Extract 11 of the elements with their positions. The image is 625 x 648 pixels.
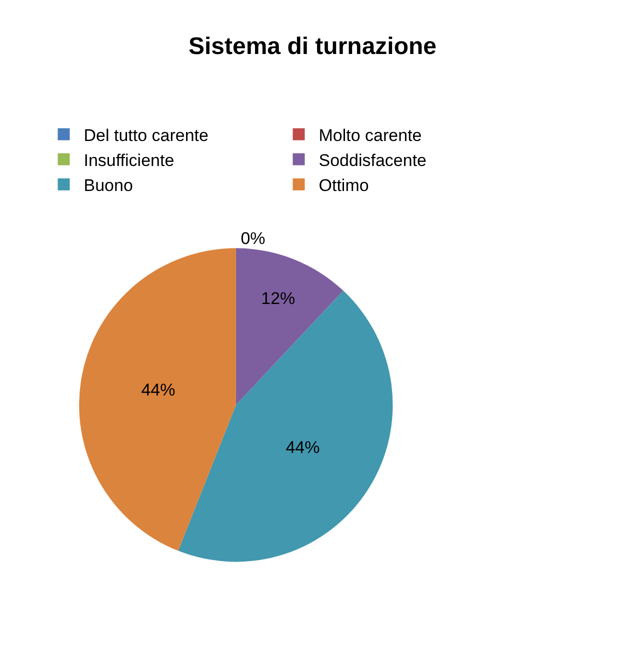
legend-label: Del tutto carente <box>84 126 208 145</box>
data-label: 44% <box>141 380 176 400</box>
legend-label: Ottimo <box>318 176 369 196</box>
legend-label: Molto carente <box>318 126 422 145</box>
legend-label: Insufficiente <box>84 150 174 170</box>
chart-title: Sistema di turnazione <box>188 32 437 60</box>
text: 0% <box>240 229 266 248</box>
data-label: 44% <box>286 438 320 457</box>
data-label: 12% <box>261 288 296 308</box>
legend-label: Buono <box>84 176 133 196</box>
legend-label: Soddisfacente <box>318 150 426 170</box>
